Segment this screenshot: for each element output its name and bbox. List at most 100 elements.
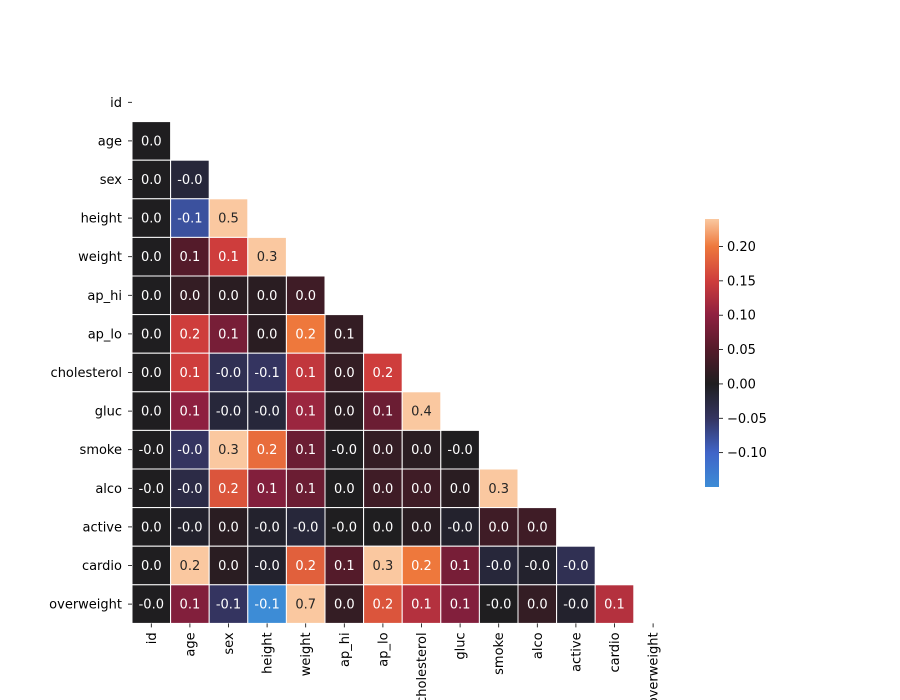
colorbar-tick-label: 0.15: [727, 274, 756, 289]
cell-value-alco-smoke: 0.3: [488, 482, 509, 497]
heatmap-cell-overweight-sex: [208, 584, 249, 624]
cell-value-smoke-id: -0.0: [139, 443, 164, 458]
x-tick-label-smoke: smoke: [492, 632, 507, 674]
heatmap-cell-cardio-id: [131, 545, 172, 586]
cell-value-cholesterol-sex: -0.0: [216, 366, 241, 381]
cell-value-cholesterol-id: 0.0: [141, 366, 162, 381]
heatmap-cell-cardio-cholesterol: [401, 545, 442, 586]
heatmap-cell-active-alco: [517, 507, 558, 547]
cell-value-gluc-id: 0.0: [141, 405, 162, 420]
cell-value-alco-ap_lo: 0.0: [373, 482, 394, 497]
cell-value-weight-height: 0.3: [257, 250, 278, 265]
heatmap-cell-cardio-alco: [517, 545, 558, 586]
cell-value-alco-ap_hi: 0.0: [334, 482, 355, 497]
heatmap-cell-smoke-id: [131, 429, 172, 470]
heatmap-cell-labels: 0.0 0.0 -0.0 0.0 -0.1 0.5 0.0 0.1 0.1 0.3 0.0 0.0 0.…: [139, 134, 625, 612]
cell-value-overweight-ap_lo: 0.2: [373, 598, 394, 613]
heatmap-cells: [131, 121, 635, 624]
cell-value-gluc-ap_lo: 0.1: [373, 405, 394, 420]
cell-value-height-id: 0.0: [141, 212, 162, 227]
heatmap-cell-overweight-smoke: [478, 584, 519, 624]
x-tick-label-ap_lo: ap_lo: [376, 632, 391, 666]
cell-value-alco-weight: 0.1: [295, 482, 316, 497]
x-tick-label-cardio: cardio: [608, 632, 623, 672]
cell-value-active-ap_lo: 0.0: [373, 520, 394, 535]
y-tick-label-age: age: [98, 134, 122, 149]
heatmap-cell-alco-weight: [285, 468, 326, 509]
cell-value-ap_hi-id: 0.0: [141, 289, 162, 304]
heatmap-cell-alco-id: [131, 468, 172, 509]
cell-value-cardio-ap_hi: 0.1: [334, 559, 355, 574]
heatmap-cell-weight-height: [247, 236, 287, 277]
cell-value-cholesterol-ap_hi: 0.0: [334, 366, 355, 381]
heatmap-cell-sex-id: [131, 159, 172, 200]
cell-value-gluc-height: -0.0: [254, 405, 279, 420]
cell-value-smoke-ap_lo: 0.0: [373, 443, 394, 458]
heatmap-cell-overweight-alco: [517, 584, 558, 624]
cell-value-gluc-cholesterol: 0.4: [411, 405, 432, 420]
cell-value-cardio-sex: 0.0: [218, 559, 239, 574]
heatmap-cell-overweight-gluc: [440, 584, 480, 624]
x-tick-label-gluc: gluc: [454, 632, 469, 659]
y-tick-label-overweight: overweight: [49, 598, 122, 613]
cell-value-overweight-height: -0.1: [254, 598, 279, 613]
heatmap-cell-cardio-age: [170, 545, 210, 586]
cell-value-overweight-cardio: 0.1: [604, 598, 625, 613]
cell-value-cardio-active: -0.0: [563, 559, 588, 574]
heatmap-cell-ap_lo-height: [247, 314, 287, 354]
cell-value-active-height: -0.0: [254, 520, 279, 535]
heatmap-cell-gluc-sex: [208, 391, 249, 431]
cell-value-ap_hi-age: 0.0: [180, 289, 201, 304]
y-tick-label-ap_lo: ap_lo: [88, 327, 122, 342]
x-tick-label-alco: alco: [531, 632, 546, 659]
x-tick-label-sex: sex: [222, 632, 237, 655]
cell-value-overweight-weight: 0.7: [295, 598, 316, 613]
cell-value-gluc-weight: 0.1: [295, 405, 316, 420]
cell-value-ap_lo-id: 0.0: [141, 327, 162, 342]
x-tick-label-id: id: [145, 632, 160, 644]
x-tick-label-active: active: [569, 632, 584, 672]
cell-value-smoke-age: -0.0: [177, 443, 202, 458]
cell-value-cardio-ap_lo: 0.3: [373, 559, 394, 574]
heatmap-cell-cholesterol-ap_lo: [363, 352, 403, 393]
heatmap-cell-cardio-active: [556, 545, 596, 586]
cell-value-smoke-ap_hi: -0.0: [332, 443, 357, 458]
heatmap-cell-cardio-sex: [208, 545, 249, 586]
heatmap-cell-ap_lo-sex: [208, 314, 249, 354]
cell-value-weight-sex: 0.1: [218, 250, 239, 265]
heatmap-cell-alco-ap_hi: [324, 468, 365, 509]
cell-value-ap_hi-weight: 0.0: [295, 289, 316, 304]
y-tick-label-cholesterol: cholesterol: [51, 366, 122, 381]
heatmap-cell-alco-gluc: [440, 468, 480, 509]
cell-value-weight-age: 0.1: [180, 250, 201, 265]
cell-value-cholesterol-height: -0.1: [254, 366, 279, 381]
cell-value-alco-height: 0.1: [257, 482, 278, 497]
cell-value-cardio-smoke: -0.0: [486, 559, 511, 574]
colorbar-gradient: [705, 219, 719, 487]
cell-value-sex-id: 0.0: [141, 173, 162, 188]
x-tick-label-cholesterol: cholesterol: [415, 632, 430, 700]
x-axis: id age sex height weight ap_hi ap_lo cholestero…: [145, 623, 662, 700]
cell-value-cardio-gluc: 0.1: [450, 559, 471, 574]
heatmap-cell-cholesterol-ap_hi: [324, 352, 365, 393]
cell-value-ap_lo-sex: 0.1: [218, 327, 239, 342]
cell-value-overweight-cholesterol: 0.1: [411, 598, 432, 613]
cell-value-cholesterol-ap_lo: 0.2: [373, 366, 394, 381]
cell-value-weight-id: 0.0: [141, 250, 162, 265]
heatmap-cell-alco-age: [170, 468, 210, 509]
cell-value-cholesterol-age: 0.1: [180, 366, 201, 381]
cell-value-ap_lo-ap_hi: 0.1: [334, 327, 355, 342]
cell-value-overweight-active: -0.0: [563, 598, 588, 613]
y-tick-label-sex: sex: [100, 173, 123, 188]
heatmap-cell-smoke-height: [247, 429, 287, 470]
y-tick-label-id: id: [110, 96, 122, 111]
x-tick-label-height: height: [261, 632, 276, 673]
cell-value-ap_hi-sex: 0.0: [218, 289, 239, 304]
cell-value-active-cholesterol: 0.0: [411, 520, 432, 535]
cell-value-smoke-weight: 0.1: [295, 443, 316, 458]
cell-value-cardio-age: 0.2: [180, 559, 201, 574]
cell-value-cardio-id: 0.0: [141, 559, 162, 574]
heatmap-cell-active-id: [131, 507, 172, 547]
cell-value-overweight-age: 0.1: [180, 598, 201, 613]
